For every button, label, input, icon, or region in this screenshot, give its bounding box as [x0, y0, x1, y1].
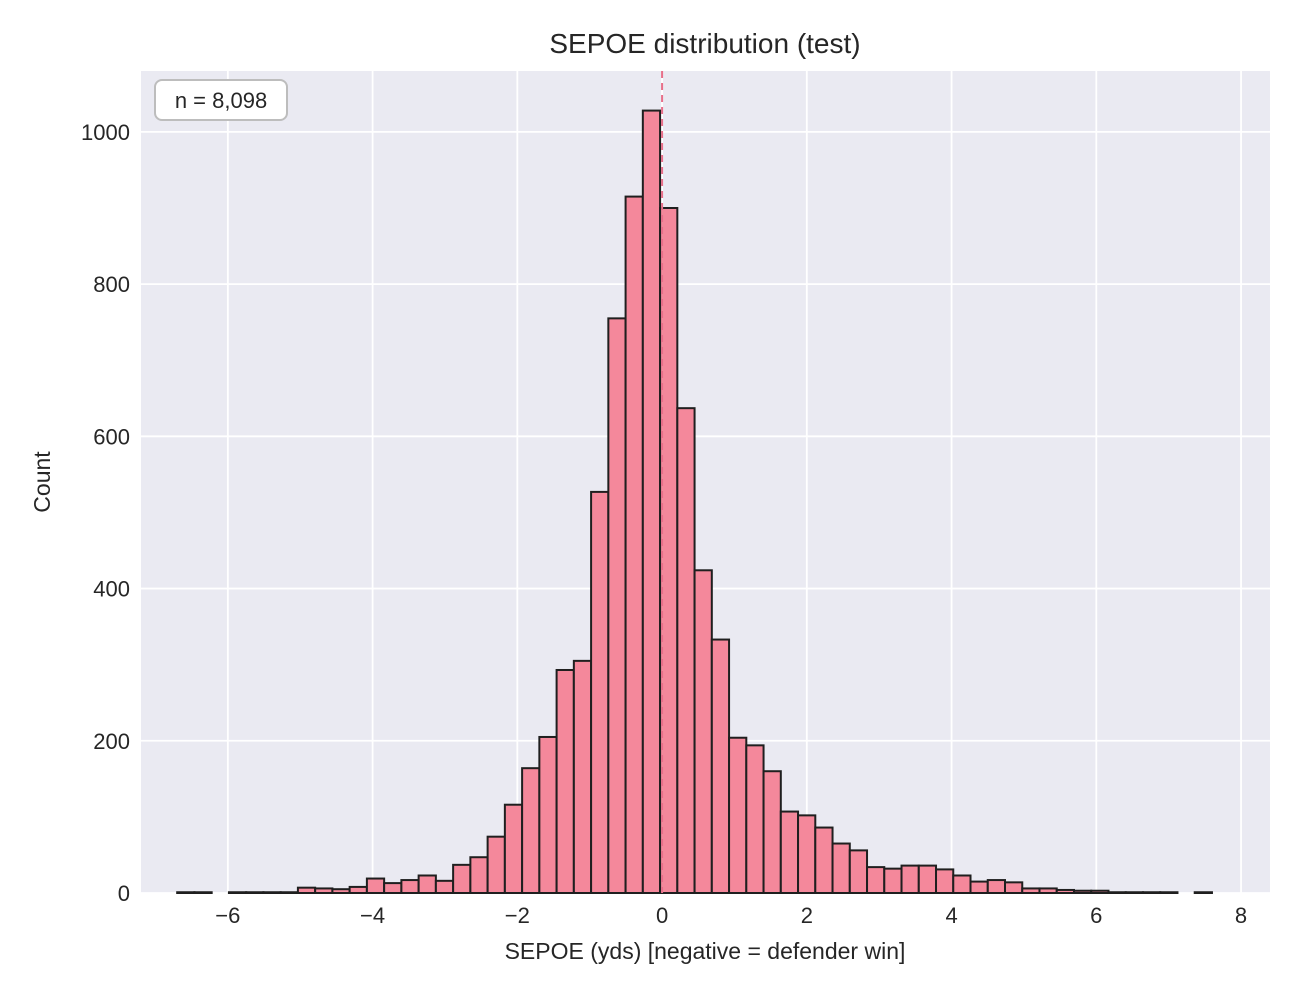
y-tick-label: 1000: [81, 120, 130, 145]
histogram-bar: [245, 891, 265, 895]
histogram-bar: [710, 638, 731, 894]
histogram-bar: [486, 835, 506, 895]
x-tick-label: −2: [505, 903, 530, 928]
histogram-bar: [1055, 888, 1075, 895]
y-tick-label: 400: [93, 577, 130, 602]
x-tick-label: 6: [1090, 903, 1102, 928]
histogram-bar: [1124, 891, 1144, 895]
x-tick-label: 8: [1235, 903, 1247, 928]
y-tick-label: 800: [93, 272, 130, 297]
histogram-bar: [952, 874, 972, 895]
histogram-bar: [624, 195, 644, 895]
x-axis-label: SEPOE (yds) [negative = defender win]: [505, 938, 906, 964]
histogram-bar: [1141, 891, 1162, 895]
sample-size-box-frame: [154, 79, 288, 121]
histogram-bar: [176, 891, 196, 895]
x-tick-label: −6: [215, 903, 240, 928]
x-tick-label: 2: [801, 903, 813, 928]
histogram-bar: [521, 767, 541, 895]
histogram-bar: [900, 864, 920, 894]
histogram-bar: [831, 842, 851, 894]
histogram-bar: [331, 888, 351, 895]
histogram-bar: [314, 887, 334, 895]
tick-labels: −6 −4 −2 0 2 4 6 8 0 200 400 600 800 1000: [81, 120, 1247, 928]
histogram-bar: [383, 882, 403, 894]
histogram-bar: [296, 886, 317, 895]
y-tick-label: 600: [93, 424, 130, 449]
histogram-bar: [538, 735, 558, 894]
histogram-bar: [503, 803, 524, 895]
histogram-bar: [659, 207, 679, 894]
histogram-bar: [1107, 891, 1127, 895]
histogram-bar: [935, 868, 955, 895]
histogram-bar: [193, 891, 213, 895]
chart-title: SEPOE distribution (test): [549, 28, 860, 59]
x-tick-label: 0: [656, 903, 668, 928]
histogram-bar: [1072, 889, 1093, 895]
histogram-bars: [176, 109, 1213, 895]
histogram-bar: [365, 877, 386, 894]
histogram-bar: [814, 826, 834, 894]
histogram-bar: [279, 891, 299, 895]
histogram-bar: [848, 849, 869, 895]
histogram-bar: [590, 490, 610, 894]
sample-size-box: n = 8,098: [154, 79, 288, 121]
histogram-bar: [745, 744, 765, 894]
histogram-bar: [227, 891, 248, 895]
histogram-bar: [434, 879, 455, 894]
histogram-bar: [1038, 887, 1058, 895]
histogram-bar: [762, 770, 782, 895]
histogram-bar: [969, 880, 989, 894]
histogram-bar: [797, 814, 817, 894]
histogram-bar: [452, 863, 472, 894]
histogram-bar: [417, 874, 437, 895]
histogram-bar: [1004, 881, 1024, 894]
sample-size-annotation: n = 8,098: [175, 88, 267, 113]
histogram-bar: [676, 407, 696, 894]
histogram-bar: [693, 569, 713, 894]
histogram-bar: [1021, 887, 1041, 895]
histogram-bar: [986, 879, 1007, 894]
x-tick-label: 4: [945, 903, 957, 928]
histogram-bar: [917, 864, 938, 894]
histogram-bar: [469, 856, 489, 895]
histogram-bar: [728, 736, 748, 894]
histogram-bar: [555, 668, 575, 894]
histogram-bar: [866, 866, 886, 894]
histogram-bar: [1193, 891, 1213, 895]
histogram-bar: [883, 867, 903, 895]
histogram-bar: [1090, 889, 1110, 895]
histogram-bar: [1159, 891, 1179, 895]
y-axis-label: Count: [29, 451, 55, 513]
histogram-bar: [572, 659, 593, 894]
histogram-bar: [348, 885, 368, 895]
histogram-bar: [607, 317, 627, 895]
histogram-bar: [641, 109, 662, 895]
y-tick-label: 0: [118, 881, 130, 906]
x-tick-label: −4: [360, 903, 385, 928]
histogram-bar: [779, 810, 800, 894]
histogram-bar: [262, 891, 282, 895]
histogram-bar: [400, 879, 420, 894]
y-tick-label: 200: [93, 729, 130, 754]
